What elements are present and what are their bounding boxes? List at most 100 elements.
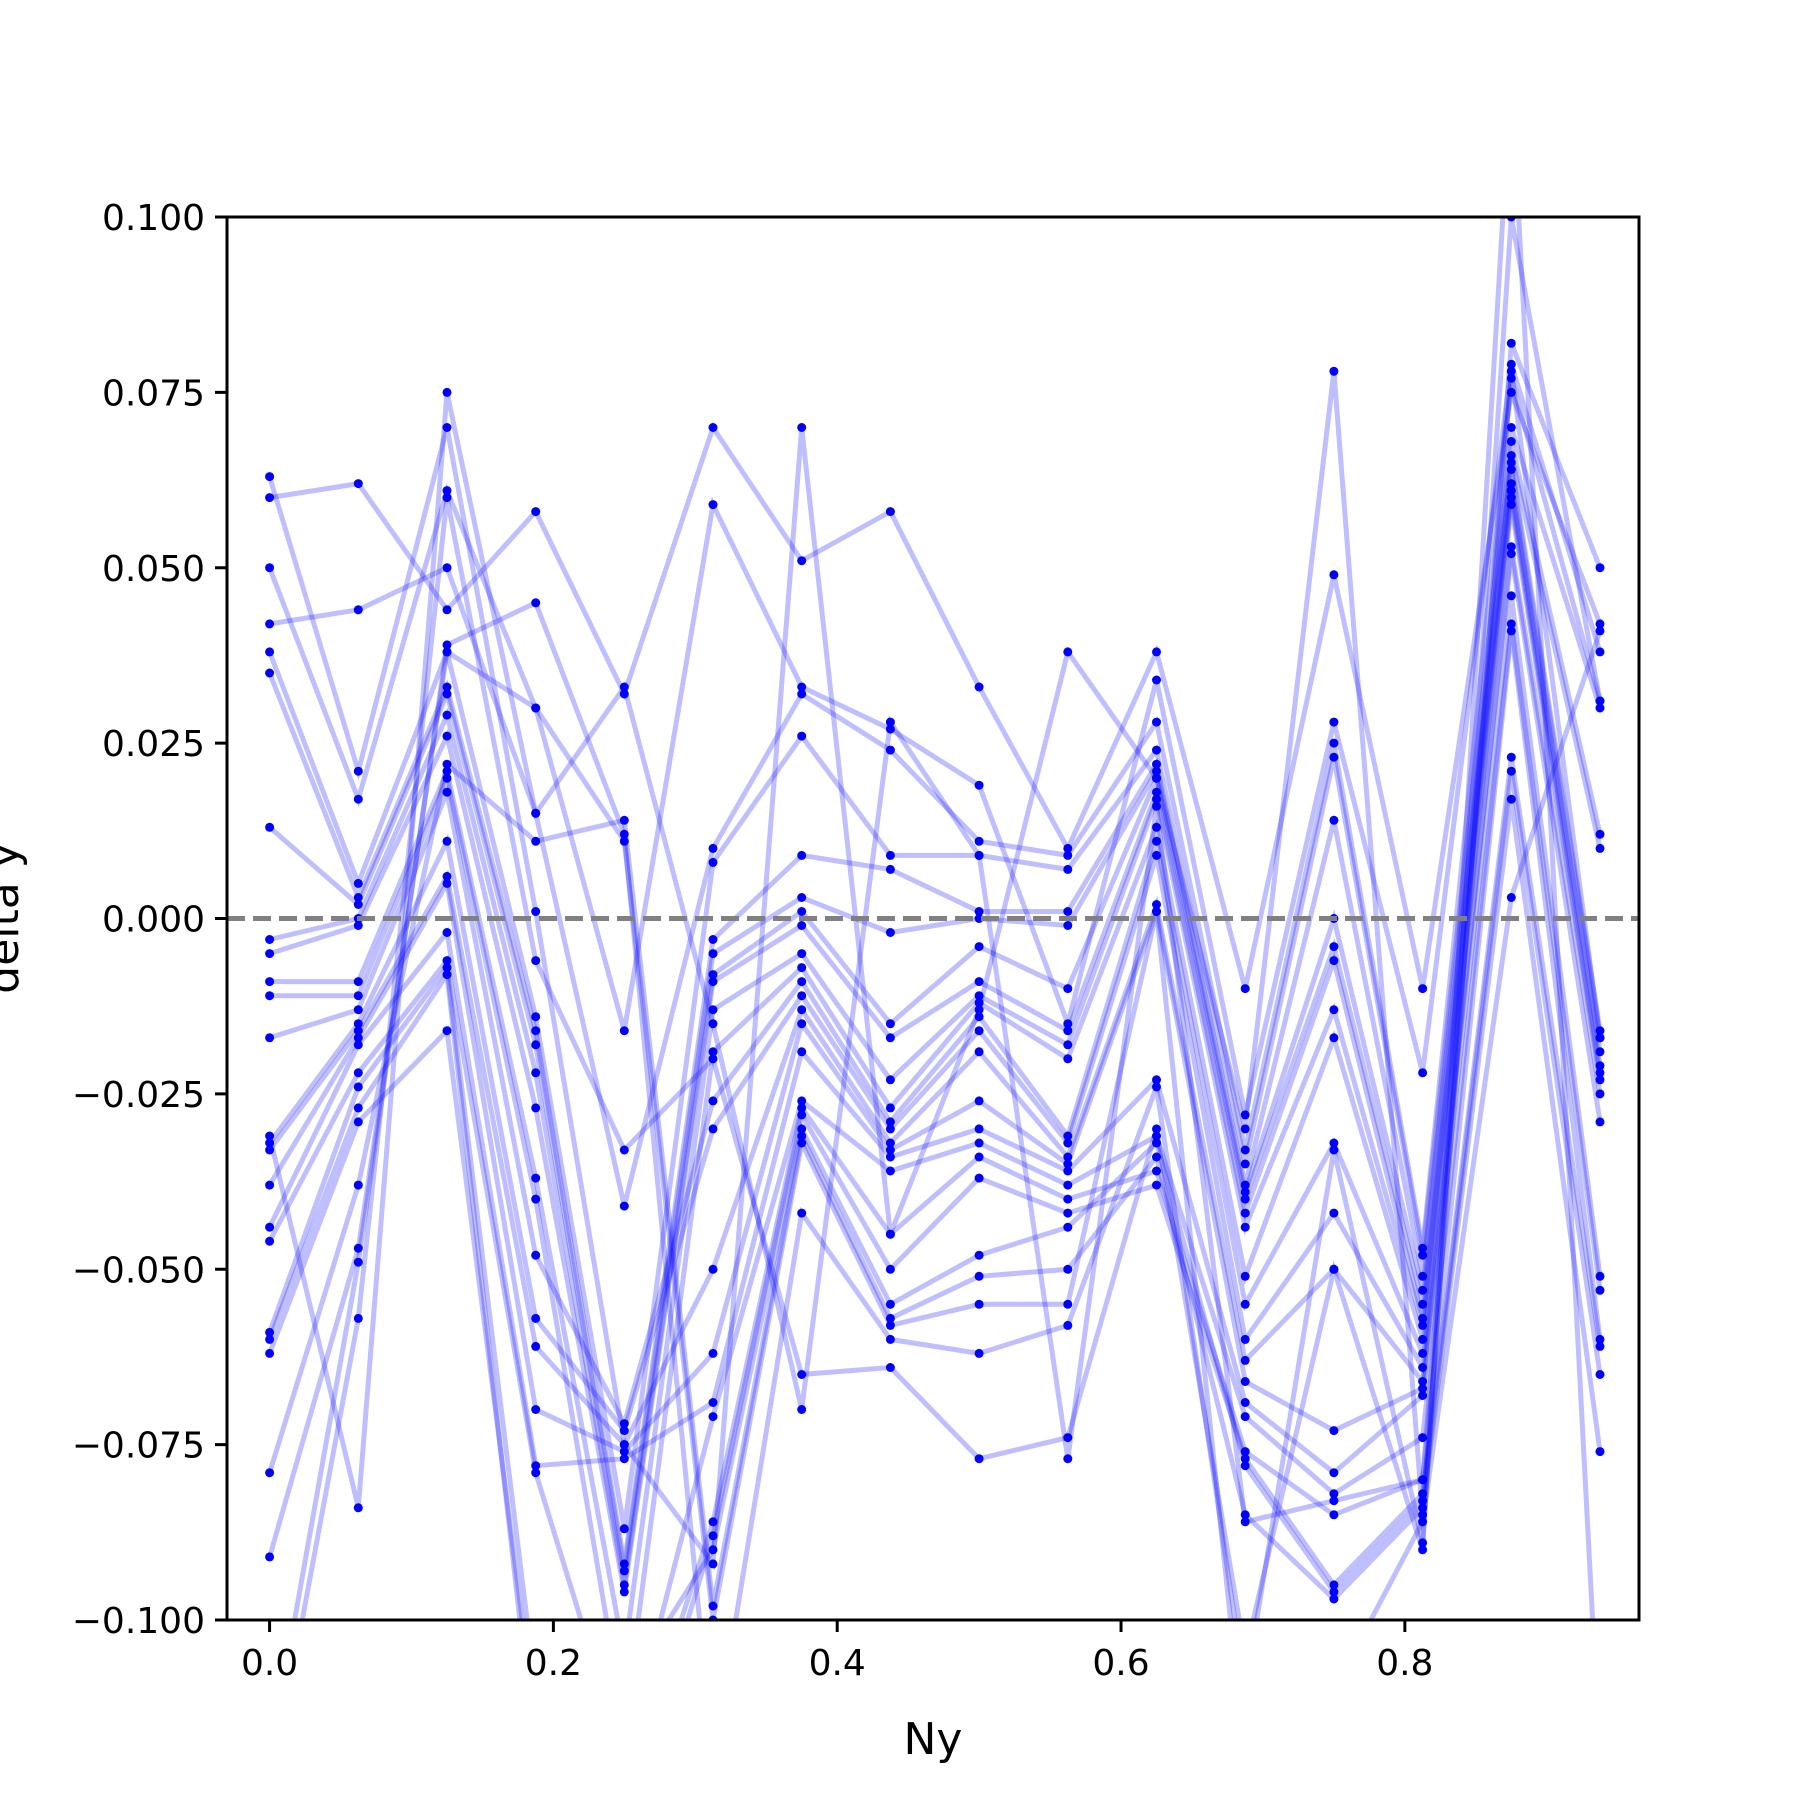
data-point	[620, 1651, 629, 1660]
data-point	[442, 486, 452, 496]
data-point	[1506, 387, 1516, 397]
data-point	[1418, 1538, 1428, 1548]
data-point	[797, 850, 807, 860]
data-point	[353, 900, 363, 909]
data-point	[885, 1229, 895, 1239]
data-point	[353, 1019, 363, 1029]
data-point	[1240, 984, 1250, 994]
series-line-20	[267, 770, 1603, 1620]
data-point	[1595, 1068, 1605, 1078]
x-tick-label: 0.6	[1092, 1643, 1149, 1684]
data-point	[1506, 794, 1516, 804]
series-line-21	[267, 759, 1603, 1607]
data-point	[265, 563, 275, 573]
data-point	[797, 1103, 807, 1113]
data-point	[1240, 1180, 1250, 1190]
data-point	[442, 647, 452, 657]
data-point	[442, 773, 452, 783]
series-line-4	[269, 377, 1603, 1249]
data-point	[708, 1264, 718, 1274]
data-point	[265, 493, 275, 503]
data-point	[974, 1047, 984, 1057]
data-point	[1240, 1194, 1250, 1204]
data-point	[797, 682, 807, 692]
data-point	[1152, 1138, 1161, 1148]
data-point	[442, 836, 452, 846]
data-point	[442, 1026, 452, 1036]
x-tick-label: 0.0	[241, 1643, 298, 1684]
data-point	[885, 850, 895, 860]
data-point	[797, 963, 807, 973]
y-tick-label: 0.025	[102, 724, 205, 765]
data-point	[619, 836, 629, 846]
data-point	[1506, 338, 1516, 348]
data-point	[1506, 423, 1516, 432]
data-point	[442, 766, 452, 776]
data-point	[619, 1454, 629, 1464]
series-line-2	[269, 382, 1603, 990]
data-point	[1063, 1433, 1073, 1443]
data-point	[1596, 1756, 1605, 1765]
data-point	[619, 1587, 629, 1597]
data-point	[885, 507, 895, 517]
data-point	[974, 977, 984, 987]
data-point	[708, 1096, 718, 1106]
data-point	[974, 1250, 984, 1260]
data-point	[1506, 486, 1516, 496]
data-point	[353, 1103, 363, 1113]
data-point	[1418, 984, 1428, 994]
data-point	[353, 1257, 363, 1267]
data-point	[531, 1194, 541, 1204]
data-point	[265, 1222, 275, 1232]
data-point	[797, 1131, 807, 1141]
data-point	[974, 1005, 984, 1015]
data-point	[619, 1566, 629, 1576]
data-point	[1152, 850, 1161, 860]
data-point	[620, 1686, 629, 1695]
data-point	[1241, 1756, 1250, 1765]
y-tick-label: 0.000	[102, 900, 205, 941]
data-point	[1240, 1461, 1250, 1471]
data-point	[265, 977, 275, 987]
series-line-8	[269, 462, 1603, 1586]
data-point	[1063, 1222, 1073, 1232]
data-point	[1418, 1510, 1428, 1520]
data-point	[1240, 1412, 1250, 1422]
series-line-1	[267, 342, 1603, 1571]
data-point	[1506, 465, 1516, 474]
data-point	[1329, 1468, 1339, 1478]
y-tick-label: −0.075	[72, 1426, 205, 1467]
data-point	[619, 1419, 629, 1429]
data-point	[1418, 1391, 1428, 1400]
data-point	[265, 1236, 275, 1246]
data-point	[1240, 1159, 1250, 1169]
data-point	[885, 864, 895, 874]
data-point	[1329, 738, 1339, 748]
data-point	[619, 1201, 629, 1211]
series-line-16	[267, 595, 1603, 1476]
data-point	[531, 1756, 540, 1765]
data-point	[1063, 850, 1073, 860]
series-line-9	[268, 469, 1603, 1593]
data-point	[1418, 1068, 1428, 1078]
data-point	[1506, 479, 1516, 489]
data-point	[708, 1054, 718, 1064]
data-point	[531, 956, 541, 966]
data-point	[885, 928, 895, 937]
data-point	[1506, 500, 1516, 510]
data-point	[797, 977, 807, 987]
data-point	[1063, 1299, 1073, 1309]
data-point	[1063, 1019, 1073, 1029]
data-point	[1240, 1110, 1250, 1120]
data-point	[885, 1320, 895, 1330]
data-point	[1152, 675, 1161, 685]
data-point	[442, 963, 452, 973]
data-point	[1329, 1489, 1339, 1499]
data-point	[531, 836, 541, 846]
data-point	[353, 1503, 363, 1513]
data-point	[531, 1012, 541, 1022]
data-point	[708, 500, 718, 510]
data-point	[442, 493, 452, 503]
data-point	[1063, 1208, 1073, 1218]
data-point	[885, 717, 895, 727]
